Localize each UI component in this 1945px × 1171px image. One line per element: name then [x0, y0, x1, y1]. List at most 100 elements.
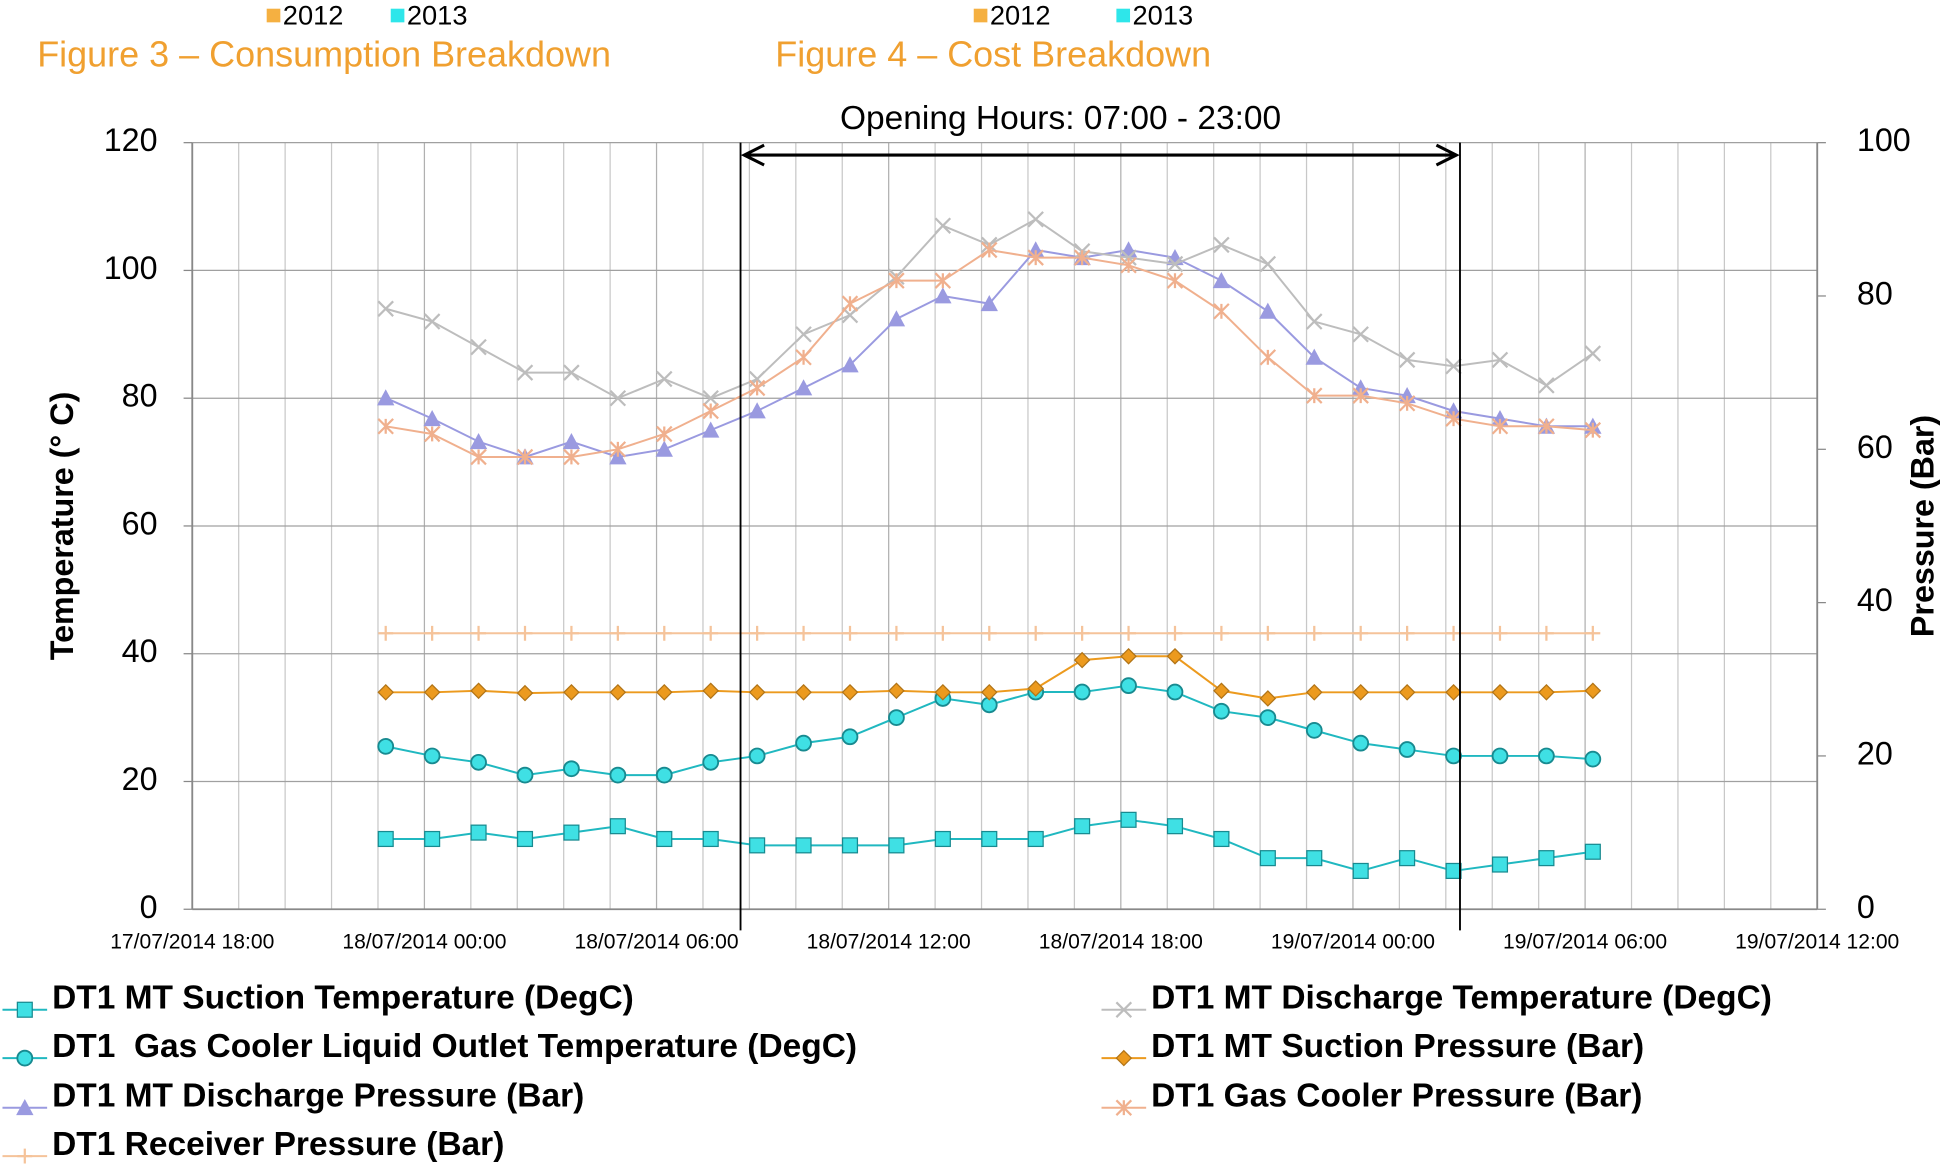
marker: [1259, 349, 1277, 366]
marker: [1352, 734, 1370, 752]
marker: [563, 625, 579, 641]
marker: [1212, 271, 1231, 289]
marker: [887, 310, 906, 327]
marker: [1120, 257, 1137, 274]
marker: [795, 837, 812, 854]
figure-title: Figure 4 – Cost Breakdown: [775, 34, 1211, 75]
marker: [1584, 750, 1602, 768]
marker: [377, 418, 394, 435]
y2-tick-label: 60: [1857, 429, 1893, 465]
marker: [888, 682, 905, 700]
marker: [1538, 747, 1555, 765]
marker: [1584, 843, 1601, 860]
marker: [423, 747, 441, 765]
x-tick-label: 19/07/2014 06:00: [1503, 930, 1667, 953]
marker: [1445, 747, 1462, 765]
marker: [655, 766, 673, 784]
x-tick-label: 17/07/2014 18:00: [110, 930, 274, 953]
marker: [1074, 625, 1090, 641]
marker: [981, 241, 998, 259]
marker: [16, 1099, 34, 1116]
marker: [1306, 850, 1323, 867]
marker: [934, 287, 952, 304]
marker: [702, 753, 720, 771]
marker: [656, 370, 673, 388]
marker: [1445, 862, 1462, 879]
marker: [1120, 249, 1137, 266]
legend-swatch: [390, 8, 405, 23]
legend-label: 2013: [407, 0, 468, 31]
marker: [1305, 722, 1323, 739]
marker: [841, 295, 859, 312]
marker: [1027, 680, 1045, 697]
marker: [841, 356, 859, 373]
marker: [1120, 677, 1137, 695]
marker: [796, 625, 812, 641]
marker: [702, 830, 719, 848]
marker: [748, 379, 766, 397]
marker: [1073, 683, 1091, 701]
marker: [609, 766, 627, 784]
marker: [1213, 682, 1230, 700]
y-tick-label: 40: [122, 633, 158, 669]
marker: [1213, 830, 1230, 848]
marker: [469, 432, 488, 450]
x-tick-label: 19/07/2014 12:00: [1735, 930, 1899, 953]
marker: [1491, 418, 1509, 435]
arrow-head: [740, 143, 765, 167]
y2-tick-label: 80: [1857, 275, 1893, 311]
marker: [1028, 625, 1044, 641]
marker: [377, 300, 394, 317]
legend-label: DT1 MT Discharge Temperature (DegC): [1151, 980, 1772, 1017]
y-tick-label: 100: [104, 250, 158, 286]
marker: [1073, 249, 1091, 266]
marker: [749, 625, 765, 641]
marker: [748, 683, 766, 701]
figure-title: Figure 3 – Consumption Breakdown: [37, 34, 611, 75]
marker: [1166, 647, 1184, 665]
marker: [1584, 345, 1602, 362]
marker: [980, 683, 998, 701]
plot: [377, 211, 1602, 879]
marker: [516, 684, 534, 702]
marker: [934, 272, 952, 289]
marker: [748, 402, 766, 419]
marker: [888, 837, 905, 854]
marker: [1445, 683, 1462, 701]
marker: [1167, 625, 1183, 641]
marker: [563, 364, 580, 381]
marker: [609, 389, 627, 407]
marker: [516, 766, 534, 784]
marker: [1166, 818, 1184, 835]
marker: [609, 441, 627, 458]
marker: [656, 425, 673, 443]
marker: [656, 625, 672, 641]
x-tick-label: 18/07/2014 18:00: [1039, 930, 1203, 953]
marker: [1492, 625, 1508, 641]
marker: [1538, 377, 1555, 394]
marker: [841, 728, 859, 746]
marker: [1538, 418, 1555, 435]
marker: [795, 326, 812, 343]
marker: [1166, 255, 1184, 273]
marker: [423, 425, 441, 443]
marker: [1585, 625, 1601, 641]
marker: [562, 432, 581, 450]
legend-label: DT1 MT Suction Temperature (DegC): [52, 980, 634, 1017]
marker: [424, 830, 441, 848]
x-tick-label: 19/07/2014 00:00: [1271, 930, 1435, 953]
marker: [1073, 651, 1091, 669]
marker: [1538, 850, 1555, 867]
marker: [841, 683, 859, 701]
marker: [1491, 351, 1509, 369]
marker: [1352, 326, 1369, 343]
marker: [1352, 387, 1369, 404]
marker: [563, 760, 580, 778]
marker: [1259, 850, 1276, 867]
marker: [1305, 683, 1323, 701]
marker: [377, 683, 395, 701]
marker: [516, 364, 534, 381]
marker: [749, 837, 766, 854]
marker: [1352, 862, 1369, 879]
marker: [609, 683, 627, 701]
